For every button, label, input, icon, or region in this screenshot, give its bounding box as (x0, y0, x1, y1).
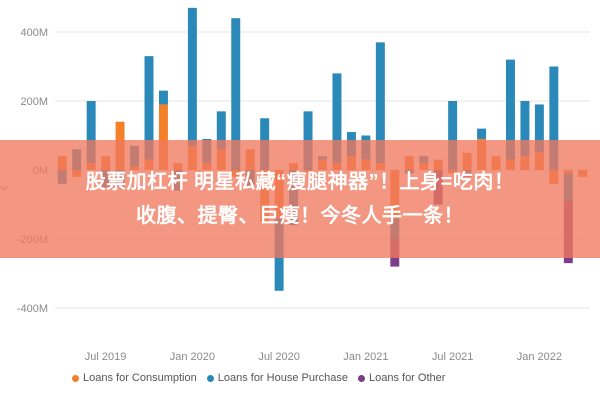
chart-legend: Loans for Consumption Loans for House Pur… (72, 372, 445, 384)
y-tick-label: 200M (20, 96, 48, 108)
x-axis-ticks: Jul 2019 Jan 2020 Jul 2020 Jan 2021 Jul 2021… (85, 351, 562, 363)
legend-item: Loans for Consumption (72, 372, 197, 384)
bar-segment (86, 101, 96, 164)
bar-segment (187, 7, 197, 146)
promo-overlay-banner[interactable]: 股票加杠杆 明星私藏“瘦腿神器”！上身=吃肉！ 收腹、提臀、巨瘦！今冬人手一条！ (0, 140, 600, 258)
bar-segment (505, 59, 515, 160)
bar-segment (216, 111, 226, 150)
legend-label: Loans for House Purchase (217, 372, 348, 384)
y-tick-label: 400M (20, 27, 48, 39)
bar-segment (231, 18, 241, 171)
x-tick-label: Jan 2021 (343, 351, 388, 363)
bar-segment (144, 56, 154, 160)
bar-segment (534, 104, 544, 153)
legend-label: Loans for Other (368, 372, 446, 384)
x-tick-label: Jan 2020 (170, 351, 215, 363)
banner-line-1: 股票加杠杆 明星私藏“瘦腿神器”！上身=吃肉！ (85, 171, 515, 193)
legend-label: Loans for Consumption (83, 372, 197, 384)
x-tick-label: Jul 2021 (432, 351, 474, 363)
y-tick-label: -400M (17, 303, 48, 315)
legend-swatch (72, 374, 79, 382)
bar-segment (520, 101, 530, 157)
bar-segment (477, 128, 487, 139)
bar-segment (448, 101, 458, 170)
bar-segment (158, 90, 168, 105)
bar-segment (332, 73, 342, 164)
legend-item: Loans for Other (357, 372, 446, 384)
bar-segment (158, 104, 168, 170)
bar-segment (549, 66, 559, 170)
banner-line-2: 收腹、提臀、巨瘦！今冬人手一条！ (136, 205, 464, 227)
x-tick-label: Jul 2019 (85, 351, 127, 363)
x-tick-label: Jan 2022 (517, 351, 562, 363)
legend-swatch (357, 374, 365, 382)
legend-item: Loans for House Purchase (206, 372, 348, 384)
legend-swatch (206, 374, 214, 382)
x-tick-label: Jul 2020 (258, 351, 300, 363)
bar-segment (375, 42, 385, 164)
